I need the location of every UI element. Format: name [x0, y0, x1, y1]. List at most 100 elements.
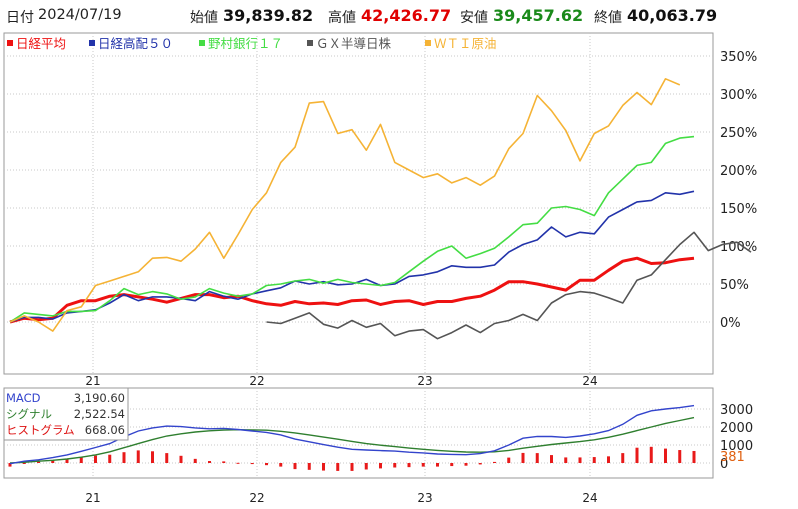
histogram-bar [265, 463, 268, 466]
macd-x-tick-label: 24 [582, 491, 597, 505]
histogram-bar [535, 453, 539, 463]
high-label: 高値 [328, 10, 356, 26]
legend-entry: 日経高配５０ [98, 36, 173, 51]
date-value: 2024/07/19 [38, 7, 122, 23]
histogram-bar [51, 460, 55, 463]
legend-swatch [89, 40, 95, 46]
histogram-bar [37, 461, 40, 463]
histogram-bar [222, 461, 226, 463]
low-value: 39,457.62 [493, 6, 584, 25]
macd-x-axis: 21 22 23 24 [85, 491, 597, 505]
histogram-bar [22, 463, 26, 464]
macd-y-tick-label: 3000 [720, 403, 753, 418]
histogram-bar [578, 457, 582, 463]
macd-y-tick-label: 2000 [720, 421, 753, 436]
histogram-bar [635, 447, 639, 463]
histogram-bar [94, 455, 97, 463]
main-x-axis: 21 22 23 24 [85, 374, 597, 388]
histogram-bar [464, 463, 468, 466]
histogram-bar [165, 453, 169, 463]
legend-swatch [425, 40, 431, 46]
histogram-bar [649, 446, 653, 463]
histogram-bar [507, 457, 511, 463]
histogram-bar [436, 463, 439, 467]
histogram-bar [678, 450, 682, 463]
open-label: 始値 [190, 10, 218, 26]
low-label: 安値 [460, 10, 488, 26]
histogram-bar [8, 463, 12, 467]
legend-swatch [7, 40, 13, 46]
main-y-tick-label: 300% [720, 88, 757, 103]
histogram-bar [236, 462, 240, 464]
open-value: 39,839.82 [223, 6, 314, 25]
histogram-bar [407, 463, 411, 468]
histogram-bar [65, 458, 69, 463]
main-series-lines [9, 77, 752, 340]
histogram-bar [493, 461, 496, 463]
macd-x-tick-label: 22 [249, 491, 264, 505]
main-y-tick-label: 50% [720, 278, 749, 293]
main-x-tick-label: 24 [582, 374, 597, 388]
main-y-tick-label: 150% [720, 202, 757, 217]
macd-legend-value: 2,522.54 [74, 407, 125, 421]
histogram-bar [550, 455, 553, 463]
macd-histogram-bars [8, 446, 696, 471]
histogram-bar [193, 458, 197, 463]
series-line-5 [9, 77, 681, 332]
main-gridlines [4, 33, 713, 374]
macd-y-tick-label: 0 [720, 457, 728, 472]
series-line-2 [9, 190, 695, 323]
histogram-bar [322, 463, 325, 471]
histogram-bar [607, 456, 610, 463]
histogram-bar [79, 457, 83, 463]
performance-line-chart: 350% 300% 250% 200% 150% 100% 50% 0% 21 22 23 24 日… [3, 32, 757, 505]
histogram-bar [108, 454, 112, 463]
macd-legend-value: 3,190.60 [74, 391, 125, 405]
histogram-bar [179, 455, 183, 463]
macd-x-tick-label: 23 [417, 491, 432, 505]
histogram-bar [293, 463, 297, 470]
histogram-bar [664, 448, 667, 463]
macd-legend-name: ヒストグラム [6, 423, 75, 437]
macd-legend-value: 668.06 [85, 423, 125, 437]
main-x-tick-label: 23 [417, 374, 432, 388]
histogram-bar [136, 450, 140, 463]
legend-swatch [307, 40, 313, 46]
histogram-bar [279, 463, 283, 467]
histogram-bar [122, 452, 126, 463]
histogram-bar [478, 463, 482, 465]
histogram-bar [564, 457, 568, 463]
macd-legend-name: シグナル [6, 407, 52, 421]
legend-entry: 野村銀行１７ [208, 36, 283, 51]
main-y-tick-label: 350% [720, 50, 757, 65]
series-line-4 [266, 231, 752, 340]
histogram-bar [393, 463, 397, 468]
main-legend: 日経平均 日経高配５０ 野村銀行１７ ＧＸ半導日株 ＷＴＩ原油 [7, 36, 497, 51]
series-line-3 [9, 135, 695, 323]
legend-swatch [199, 40, 205, 46]
histogram-bar [450, 463, 454, 467]
histogram-bar [592, 457, 596, 463]
histogram-bar [521, 452, 525, 463]
legend-entry: 日経平均 [16, 36, 66, 51]
signal-line [9, 416, 695, 464]
main-y-tick-label: 250% [720, 126, 757, 141]
ohlc-header: 日付 2024/07/19 始値 39,839.82 高値 42,426.77 … [0, 0, 798, 30]
macd-legend: MACD 3,190.60 シグナル 2,522.54 ヒストグラム 668.06 [3, 387, 129, 441]
main-x-tick-label: 21 [85, 374, 100, 388]
main-y-tick-label: 100% [720, 240, 757, 255]
close-value: 40,063.79 [627, 6, 718, 25]
macd-y-tick-label: 1000 [720, 439, 753, 454]
legend-entry: ＧＸ半導日株 [316, 36, 392, 51]
histogram-bar [421, 463, 425, 467]
histogram-bar [336, 463, 340, 471]
date-label: 日付 [6, 10, 34, 26]
histogram-bar [250, 463, 254, 465]
main-plot-area [3, 32, 714, 375]
histogram-bar [692, 450, 696, 463]
histogram-bar [350, 463, 354, 471]
macd-legend-name: MACD [6, 391, 41, 405]
high-value: 42,426.77 [361, 6, 452, 25]
